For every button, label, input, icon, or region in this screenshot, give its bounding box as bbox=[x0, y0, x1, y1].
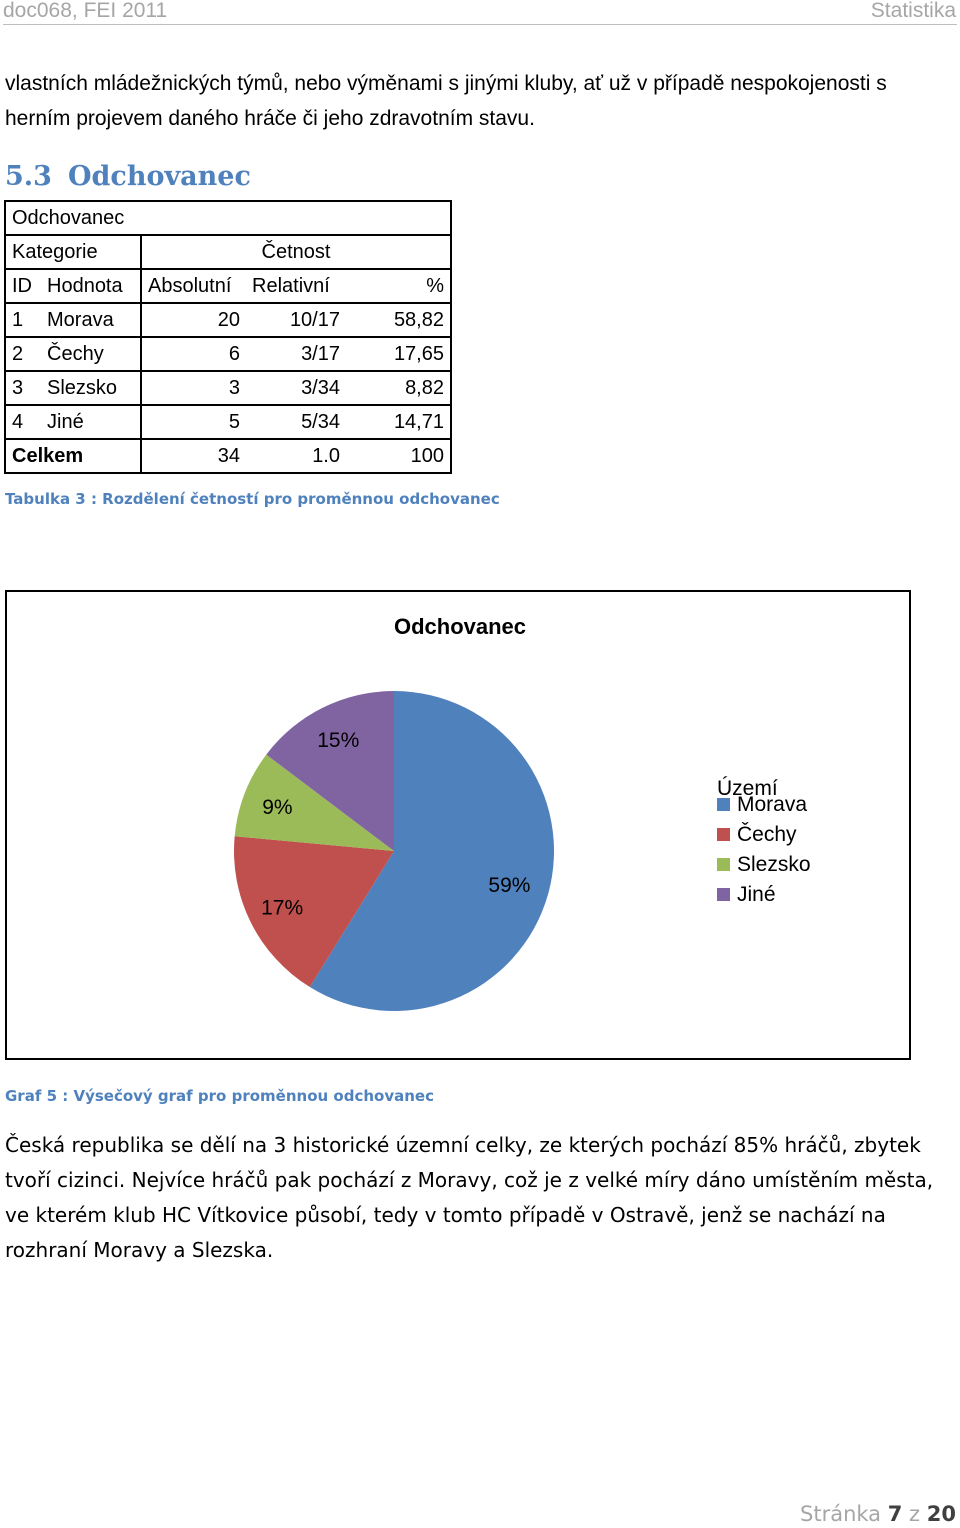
legend-title: Území bbox=[717, 777, 778, 800]
table-row: 4 Jiné 5 5/34 14,71 bbox=[4, 404, 452, 440]
group-header-category: Kategorie bbox=[4, 234, 142, 270]
body-paragraph: Česká republika se dělí na 3 historické … bbox=[5, 1133, 934, 1262]
cell-value: Slezsko bbox=[41, 370, 142, 406]
footer-prefix: Stránka bbox=[800, 1502, 882, 1526]
chart-title: Odchovanec bbox=[394, 614, 526, 639]
section-title: Odchovanec bbox=[67, 161, 251, 192]
page-footer: Stránka 7 z 20 bbox=[800, 1502, 956, 1526]
total-percent: 100 bbox=[346, 438, 452, 474]
cell-relative: 3/17 bbox=[246, 336, 346, 372]
header-divider bbox=[3, 24, 957, 25]
table-total-row: Celkem 34 1.0 100 bbox=[4, 438, 452, 474]
legend-swatch bbox=[717, 828, 730, 841]
legend-swatch bbox=[717, 798, 730, 811]
cell-absolute: 20 bbox=[140, 302, 246, 338]
column-header-percent: % bbox=[346, 268, 452, 304]
group-header-frequency: Četnost bbox=[140, 234, 452, 270]
cell-value: Morava bbox=[41, 302, 142, 338]
cell-id: 2 bbox=[4, 336, 41, 372]
legend-swatch bbox=[717, 858, 730, 871]
table-group-header-row: Kategorie Četnost bbox=[4, 234, 452, 270]
table-row: 3 Slezsko 3 3/34 8,82 bbox=[4, 370, 452, 406]
legend-entry: Čechy bbox=[737, 823, 797, 846]
legend-swatch bbox=[717, 888, 730, 901]
legend-entry: Jiné bbox=[737, 883, 776, 906]
legend-entry: Slezsko bbox=[737, 853, 811, 876]
pie-slice-1 bbox=[309, 691, 554, 1011]
pie-chart: Odchovanec 59% 17% 9% 15% Území Morava Čechy… bbox=[234, 614, 811, 1011]
cell-percent: 58,82 bbox=[346, 302, 452, 338]
intro-paragraph: vlastních mládežnických týmů, nebo výměn… bbox=[5, 72, 887, 130]
cell-id: 4 bbox=[4, 404, 41, 440]
header-subject: Statistika bbox=[870, 0, 956, 22]
pie-data-label: 15% bbox=[317, 729, 359, 752]
cell-value: Čechy bbox=[41, 336, 142, 372]
cell-id: 3 bbox=[4, 370, 41, 406]
pie-data-label: 17% bbox=[261, 897, 303, 920]
pie-slices bbox=[234, 691, 554, 1011]
header-doc-id: doc068, FEI 2011 bbox=[3, 0, 168, 22]
cell-percent: 14,71 bbox=[346, 404, 452, 440]
section-number: 5.3 bbox=[5, 161, 52, 192]
pie-slice-3 bbox=[234, 754, 394, 851]
pie-chart-frame: Odchovanec 59% 17% 9% 15% Území Morava Čechy… bbox=[5, 590, 911, 1060]
table-caption: Tabulka 3 : Rozdělení četností pro promě… bbox=[5, 490, 500, 508]
chart-legend: Morava Čechy Slezsko Jiné bbox=[717, 793, 811, 906]
cell-relative: 5/34 bbox=[246, 404, 346, 440]
total-label: Celkem bbox=[4, 438, 142, 474]
cell-value: Jiné bbox=[41, 404, 142, 440]
footer-separator: z bbox=[909, 1502, 921, 1526]
column-header-absolute: Absolutní bbox=[140, 268, 246, 304]
pie-slice-4 bbox=[266, 691, 394, 851]
footer-page-total: 20 bbox=[926, 1502, 956, 1526]
total-relative: 1.0 bbox=[246, 438, 346, 474]
column-header-id: ID bbox=[4, 268, 41, 304]
frequency-table: Odchovanec Kategorie Četnost ID Hodnota … bbox=[4, 200, 452, 474]
cell-absolute: 6 bbox=[140, 336, 246, 372]
table-title: Odchovanec bbox=[4, 200, 452, 236]
cell-absolute: 3 bbox=[140, 370, 246, 406]
cell-percent: 8,82 bbox=[346, 370, 452, 406]
footer-page-number: 7 bbox=[887, 1502, 903, 1526]
legend-entry: Morava bbox=[737, 793, 807, 816]
column-header-value: Hodnota bbox=[41, 268, 142, 304]
cell-relative: 10/17 bbox=[246, 302, 346, 338]
pie-slice-2 bbox=[234, 836, 394, 988]
table-title-row: Odchovanec bbox=[4, 200, 452, 236]
cell-relative: 3/34 bbox=[246, 370, 346, 406]
table-row: 1 Morava 20 10/17 58,82 bbox=[4, 302, 452, 338]
table-row: 2 Čechy 6 3/17 17,65 bbox=[4, 336, 452, 372]
pie-data-label: 9% bbox=[262, 796, 292, 819]
cell-absolute: 5 bbox=[140, 404, 246, 440]
cell-percent: 17,65 bbox=[346, 336, 452, 372]
section-heading: 5.3 Odchovanec bbox=[5, 158, 251, 196]
column-header-relative: Relativní bbox=[246, 268, 346, 304]
table-column-header-row: ID Hodnota Absolutní Relativní % bbox=[4, 268, 452, 304]
pie-data-label: 59% bbox=[488, 874, 530, 897]
total-absolute: 34 bbox=[140, 438, 246, 474]
pie-data-labels: 59% 17% 9% 15% bbox=[261, 729, 530, 920]
cell-id: 1 bbox=[4, 302, 41, 338]
chart-caption: Graf 5 : Výsečový graf pro proměnnou odc… bbox=[5, 1087, 434, 1105]
